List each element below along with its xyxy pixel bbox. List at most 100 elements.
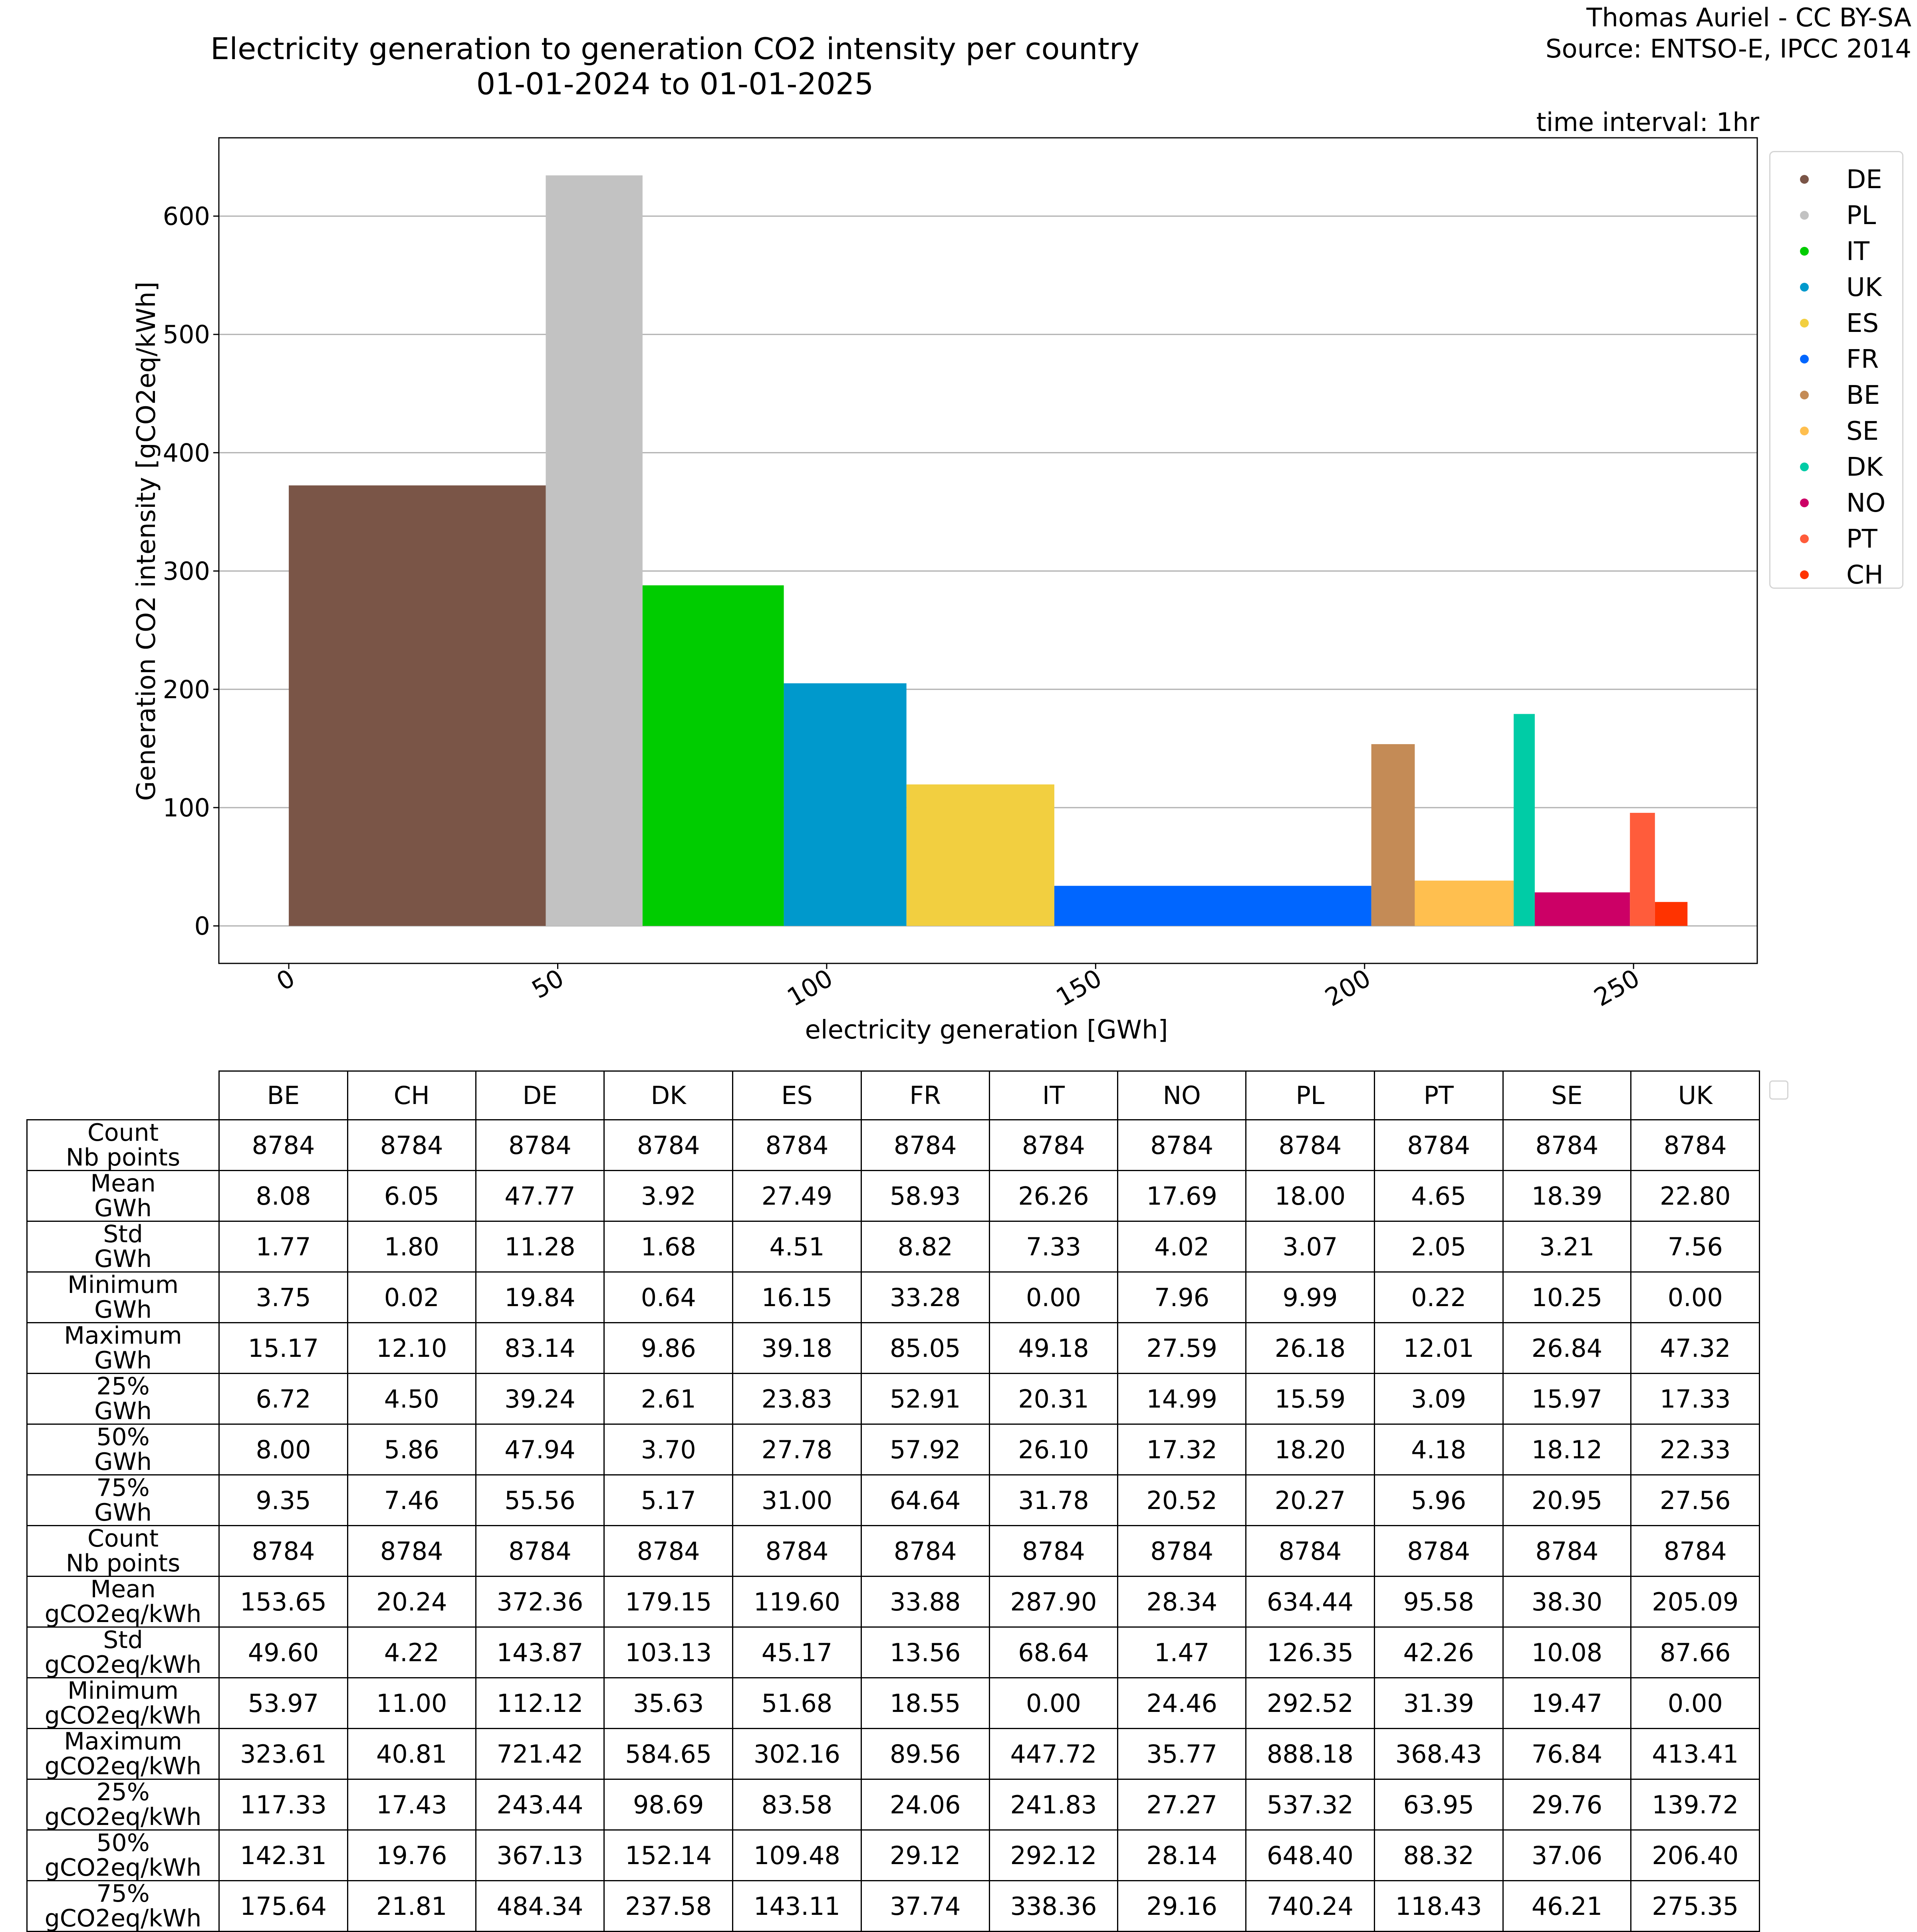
table-cell: 323.61 [218, 1728, 348, 1780]
legend-label: DK [1846, 453, 1883, 482]
table-cell: 20.95 [1502, 1474, 1632, 1526]
table-cell: 19.47 [1502, 1677, 1632, 1729]
table-cell: 27.56 [1630, 1474, 1760, 1526]
table-cell: 3.92 [603, 1170, 734, 1222]
legend-marker [1800, 498, 1809, 507]
table-cell: 9.35 [218, 1474, 348, 1526]
bar-de [289, 485, 546, 926]
table-cell: 52.91 [860, 1373, 990, 1425]
column-header: PL [1245, 1070, 1375, 1120]
row-header: Count Nb points [26, 1119, 220, 1171]
table-cell: 119.60 [732, 1576, 862, 1628]
legend-marker [1800, 247, 1809, 256]
table-cell: 3.75 [218, 1271, 348, 1323]
table-cell: 8784 [1502, 1525, 1632, 1577]
table-row: Std gCO2eq/kWh 49.60 4.22 143.87 103.13 45.17 1… [26, 1626, 1760, 1678]
table-cell: 8784 [732, 1525, 862, 1577]
table-cell: 40.81 [347, 1728, 476, 1780]
legend-marker [1800, 534, 1809, 543]
legend-label: CH [1846, 560, 1883, 590]
bars [289, 175, 1688, 926]
table-cell: 0.00 [988, 1271, 1119, 1323]
table-row: Count Nb points 8784 8784 8784 8784 8784 8784 87… [26, 1119, 1760, 1171]
row-header: 75% gCO2eq/kWh [26, 1880, 220, 1932]
x-tick-label: 200 [1320, 963, 1375, 1012]
legend-item-it: IT [1770, 233, 1902, 269]
table-cell: 8784 [860, 1119, 990, 1171]
table-cell: 4.02 [1117, 1221, 1247, 1273]
table-cell: 8784 [218, 1525, 348, 1577]
row-header: Count Nb points [26, 1525, 220, 1577]
table-cell: 24.06 [860, 1779, 990, 1831]
row-header-stat: Mean [90, 1576, 156, 1603]
table-cell: 103.13 [603, 1626, 734, 1678]
x-tick-label: 0 [272, 963, 300, 997]
table-cell: 740.24 [1245, 1880, 1375, 1932]
table-cell: 31.00 [732, 1474, 862, 1526]
bar-uk [784, 683, 907, 926]
y-tick-label: 300 [163, 557, 210, 586]
table-corner [27, 1071, 219, 1120]
table-cell: 126.35 [1245, 1626, 1375, 1678]
table-cell: 8784 [347, 1119, 476, 1171]
legend-marker [1800, 570, 1809, 579]
bar-be [1371, 744, 1415, 926]
table-cell: 3.21 [1502, 1221, 1632, 1273]
table-cell: 26.18 [1245, 1322, 1375, 1374]
legend-item-se: SE [1770, 413, 1902, 449]
table-cell: 83.58 [732, 1779, 862, 1831]
column-header: FR [860, 1070, 990, 1120]
bar-pt [1630, 813, 1655, 926]
table-cell: 26.26 [988, 1170, 1119, 1222]
table-cell: 118.43 [1373, 1880, 1504, 1932]
row-header-stat: 25% [96, 1779, 150, 1806]
legend-item-pl: PL [1770, 197, 1902, 233]
legend-label: NO [1846, 488, 1886, 518]
column-header: PT [1373, 1070, 1504, 1120]
table-cell: 55.56 [475, 1474, 605, 1526]
table-cell: 11.28 [475, 1221, 605, 1273]
table-cell: 38.30 [1502, 1576, 1632, 1628]
table-cell: 87.66 [1630, 1626, 1760, 1678]
table-cell: 4.51 [732, 1221, 862, 1273]
legend-item-es: ES [1770, 305, 1902, 341]
table-cell: 46.21 [1502, 1880, 1632, 1932]
table-cell: 6.72 [218, 1373, 348, 1425]
table-cell: 7.56 [1630, 1221, 1760, 1273]
table-row: Minimum GWh 3.75 0.02 19.84 0.64 16.15 33.28 0.0… [26, 1271, 1760, 1323]
row-header-unit: gCO2eq/kWh [44, 1904, 202, 1932]
statistics-table: BE CH DE DK ES FR IT NO PL PT SE UK Count Nb points 87… [26, 1070, 1760, 1932]
table-cell: 143.87 [475, 1626, 605, 1678]
table-cell: 143.11 [732, 1880, 862, 1932]
table-cell: 63.95 [1373, 1779, 1504, 1831]
table-cell: 37.74 [860, 1880, 990, 1932]
legend-label: PT [1846, 524, 1877, 554]
bar-it [642, 585, 784, 926]
row-header: 50% GWh [26, 1424, 220, 1475]
row-header-stat: Minimum [67, 1678, 179, 1705]
table-cell: 13.56 [860, 1626, 990, 1678]
table-cell: 8784 [347, 1525, 476, 1577]
table-cell: 49.60 [218, 1626, 348, 1678]
table-cell: 7.46 [347, 1474, 476, 1526]
table-cell: 64.64 [860, 1474, 990, 1526]
row-header: 75% GWh [26, 1474, 220, 1526]
table-cell: 8.00 [218, 1424, 348, 1475]
table-cell: 18.12 [1502, 1424, 1632, 1475]
table-cell: 18.55 [860, 1677, 990, 1729]
table-cell: 0.00 [1630, 1271, 1760, 1323]
table-cell: 3.70 [603, 1424, 734, 1475]
table-cell: 14.99 [1117, 1373, 1247, 1425]
x-tick-label: 250 [1589, 963, 1645, 1012]
legend-label: FR [1846, 345, 1879, 374]
table-cell: 19.76 [347, 1829, 476, 1881]
table-cell: 22.80 [1630, 1170, 1760, 1222]
table-cell: 6.05 [347, 1170, 476, 1222]
table-cell: 17.32 [1117, 1424, 1247, 1475]
table-cell: 241.83 [988, 1779, 1119, 1831]
y-tick-label: 400 [163, 438, 210, 467]
table-cell: 58.93 [860, 1170, 990, 1222]
table-cell: 1.47 [1117, 1626, 1247, 1678]
row-header: Minimum gCO2eq/kWh [26, 1677, 220, 1729]
credit-author: Thomas Auriel - CC BY-SA [1586, 3, 1911, 33]
